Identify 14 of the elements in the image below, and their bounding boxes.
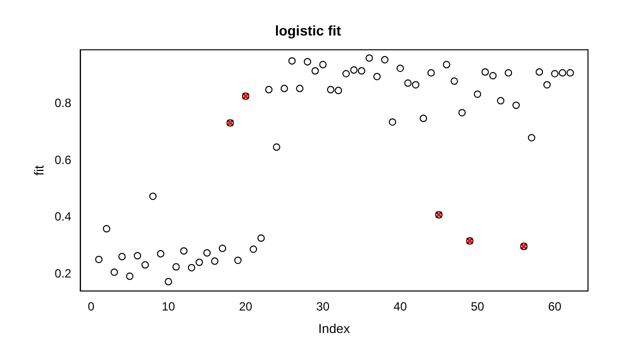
x-tick-label: 20 bbox=[238, 300, 253, 314]
x-tick-label: 60 bbox=[548, 300, 562, 314]
y-tick-label: 0.6 bbox=[54, 152, 72, 167]
y-tick-label: 0.4 bbox=[54, 210, 72, 224]
y-tick-label: 0.2 bbox=[54, 266, 72, 281]
y-tick-label: 0.8 bbox=[54, 96, 72, 110]
x-tick-label: 30 bbox=[316, 300, 330, 314]
y-axis-title: fit bbox=[31, 164, 46, 176]
x-tick-label: 0 bbox=[88, 300, 95, 314]
x-tick-label: 10 bbox=[162, 300, 176, 314]
x-axis-title: Index bbox=[318, 320, 351, 336]
x-tick-label: 50 bbox=[470, 300, 484, 314]
chart-title: logistic fit bbox=[274, 22, 342, 38]
x-tick-label: 40 bbox=[394, 300, 408, 314]
